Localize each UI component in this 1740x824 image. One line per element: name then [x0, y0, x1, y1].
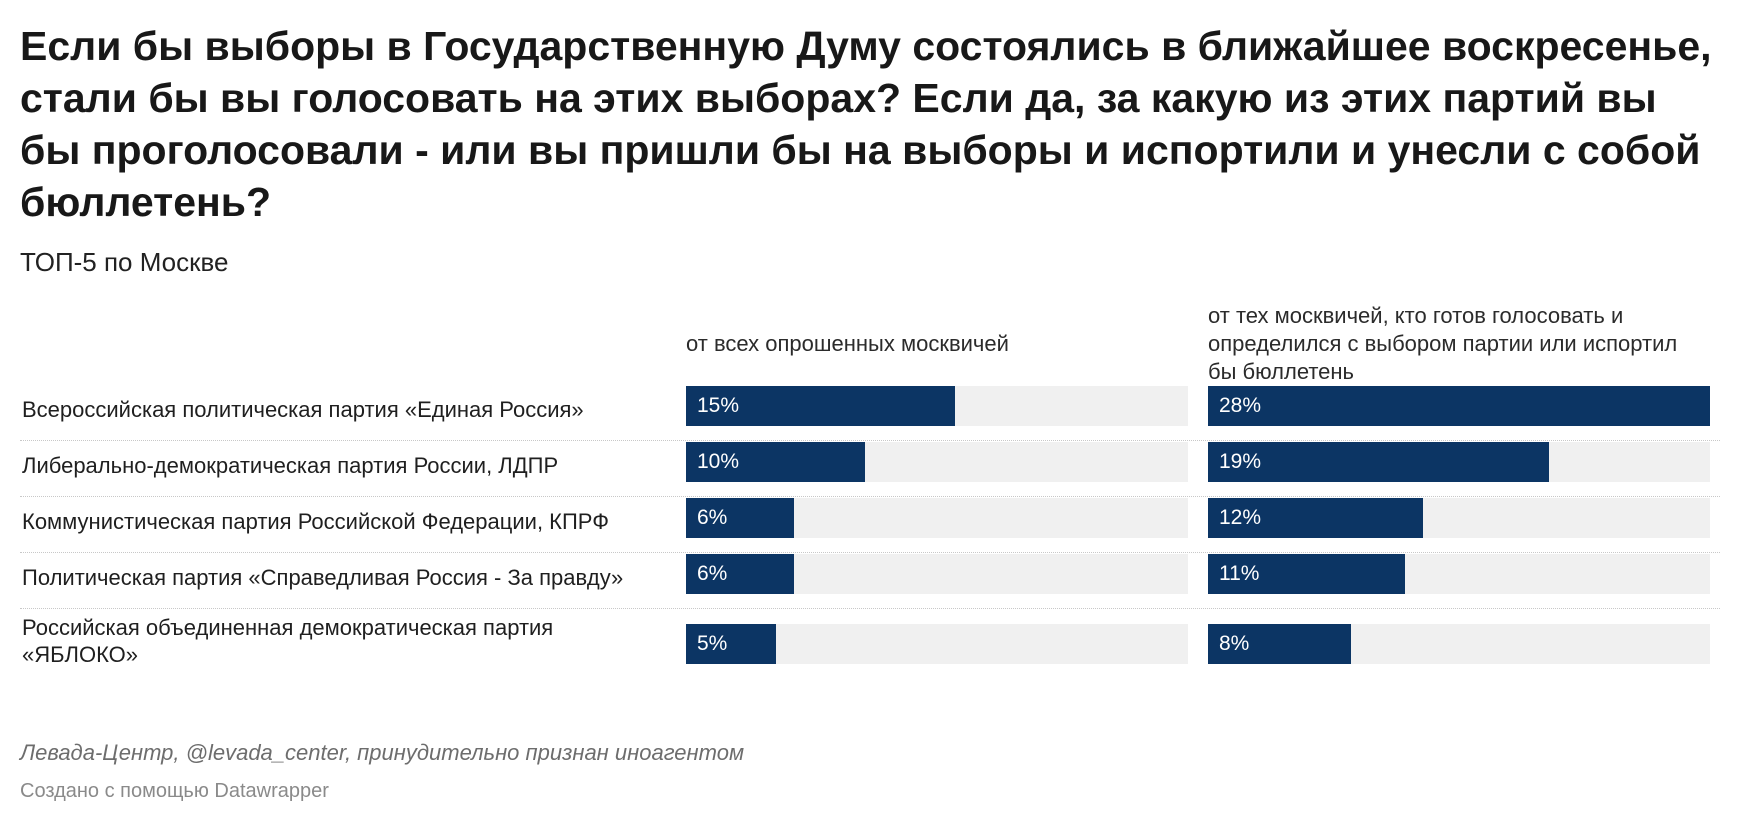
category-label: Политическая партия «Справедливая Россия…	[22, 565, 624, 590]
column-header-all: от всех опрошенных москвичей	[686, 331, 1009, 356]
chart-subtitle: ТОП-5 по Москве	[20, 247, 229, 277]
category-label: Либерально-демократическая партия России…	[22, 453, 559, 478]
category-label: Российская объединенная демократическая …	[22, 615, 554, 667]
chart-header: Если бы выборы в Государственную Думу со…	[20, 20, 1720, 278]
category-label: Коммунистическая партия Российской Федер…	[22, 509, 609, 534]
bar	[1208, 498, 1423, 538]
value-label: 5%	[697, 632, 728, 655]
datawrapper-credit: Создано с помощью Datawrapper	[20, 780, 329, 802]
bar-track: 12%	[1208, 498, 1710, 538]
row-divider	[20, 608, 1720, 609]
bar-track: 6%	[686, 498, 1188, 538]
bar-track: 19%	[1208, 442, 1710, 482]
value-label: 10%	[697, 450, 740, 473]
row-divider	[20, 496, 1720, 497]
bar-track: 15%	[686, 386, 1188, 426]
bar	[686, 624, 776, 664]
bar	[686, 554, 794, 594]
column-header-decided: от тех москвичей, кто готов голосовать и…	[1208, 303, 1678, 384]
value-label: 6%	[697, 506, 728, 529]
category-label: Всероссийская политическая партия «Едина…	[22, 397, 584, 422]
row-divider	[20, 552, 1720, 553]
table-row: Российская объединенная демократическая …	[20, 614, 1720, 688]
value-label: 15%	[697, 394, 740, 417]
value-label: 28%	[1219, 394, 1262, 417]
bar	[1208, 554, 1405, 594]
bar	[1208, 442, 1549, 482]
table-row: Политическая партия «Справедливая Россия…	[20, 554, 1720, 614]
value-label: 6%	[697, 562, 728, 585]
bar	[686, 386, 955, 426]
bar-track: 28%	[1208, 386, 1710, 426]
bar	[1208, 624, 1351, 664]
table-row: Коммунистическая партия Российской Федер…	[20, 498, 1720, 558]
bar-track: 8%	[1208, 624, 1710, 664]
bar	[1208, 386, 1710, 426]
bar	[686, 498, 794, 538]
table-row: Либерально-демократическая партия России…	[20, 442, 1720, 502]
value-label: 19%	[1219, 450, 1262, 473]
bar-track: 6%	[686, 554, 1188, 594]
bar-track: 5%	[686, 624, 1188, 664]
value-label: 11%	[1219, 562, 1260, 585]
bar-track: 10%	[686, 442, 1188, 482]
table-row: Всероссийская политическая партия «Едина…	[20, 386, 1720, 446]
value-label: 8%	[1219, 632, 1250, 655]
bar	[686, 442, 865, 482]
row-divider	[20, 440, 1720, 441]
value-label: 12%	[1219, 506, 1262, 529]
source-note: Левада-Центр, @levada_center, принудител…	[20, 740, 745, 765]
chart-title: Если бы выборы в Государственную Думу со…	[20, 23, 1712, 225]
bar-track: 11%	[1208, 554, 1710, 594]
